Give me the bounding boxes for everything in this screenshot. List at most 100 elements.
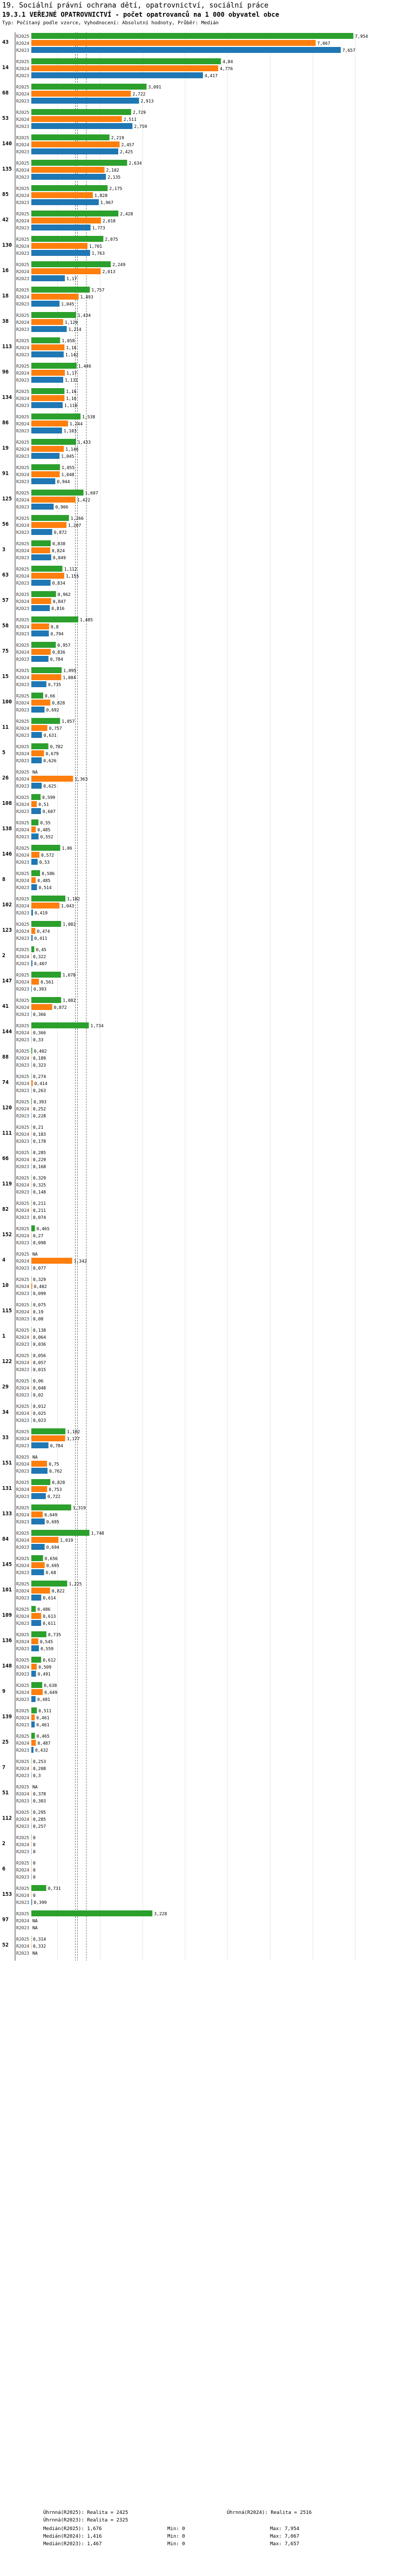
- value-label: 0,27: [33, 1233, 43, 1238]
- bar: [31, 935, 33, 941]
- value-label: 1,045: [61, 302, 74, 307]
- series-label: R2025: [16, 313, 29, 318]
- value-label: 0,838: [52, 541, 65, 546]
- series-label: R2024: [16, 777, 29, 782]
- value-label: 0,45: [36, 947, 46, 952]
- series-label: R2023: [16, 1443, 29, 1448]
- bar: [31, 192, 93, 198]
- value-label: 0,762: [49, 1469, 62, 1474]
- value-label: NA: [32, 770, 38, 775]
- chart-title: 19. Sociální právní ochrana dětí, opatro…: [2, 2, 269, 10]
- bar: [31, 783, 42, 789]
- value-label: 0,329: [33, 1176, 46, 1181]
- value-label: 0,208: [33, 1766, 46, 1771]
- bar: [31, 185, 108, 191]
- value-label: 0,638: [44, 1683, 57, 1688]
- series-label: R2023: [16, 99, 29, 104]
- bar: [31, 953, 32, 959]
- bar: [31, 1283, 32, 1289]
- bar: [31, 979, 39, 985]
- unit-label: 133: [2, 1511, 12, 1517]
- unit-label: 85: [2, 192, 9, 198]
- bar: [31, 667, 62, 673]
- value-label: 0,183: [33, 1132, 46, 1137]
- bar: [31, 1334, 32, 1340]
- series-label: R2025: [16, 922, 29, 927]
- value-label: 1,225: [69, 1582, 82, 1587]
- bar: [31, 490, 84, 496]
- unit-label: 7: [2, 1765, 5, 1771]
- series-label: R2024: [16, 269, 29, 274]
- series-label: R2025: [16, 618, 29, 622]
- series-label: R2023: [16, 352, 29, 357]
- bar: [31, 833, 39, 839]
- series-label: R2023: [16, 758, 29, 763]
- series-label: R2023: [16, 1469, 29, 1474]
- value-label: 1,244: [70, 422, 83, 426]
- bar: [31, 845, 60, 851]
- series-label: R2023: [16, 48, 29, 53]
- unit-label: 135: [2, 166, 12, 172]
- value-label: 1,485: [80, 618, 93, 622]
- series-label: R2024: [16, 1259, 29, 1264]
- unit-label: 131: [2, 1486, 12, 1492]
- series-label: R2025: [16, 1303, 29, 1307]
- value-label: 0,834: [52, 581, 65, 586]
- series-label: R2025: [16, 110, 29, 115]
- bar: [31, 377, 64, 383]
- unit-label: 153: [2, 1892, 12, 1897]
- value-label: 1,16: [66, 345, 76, 350]
- series-label: R2023: [16, 657, 29, 662]
- value-label: 0,402: [34, 1284, 47, 1289]
- value-label: 1,422: [77, 498, 90, 503]
- bar: [31, 1214, 32, 1220]
- series-label: R2023: [16, 251, 29, 256]
- value-label: 0,559: [40, 1646, 53, 1651]
- value-label: 0,828: [52, 701, 65, 706]
- value-label: 0,064: [33, 1335, 46, 1340]
- bar: [31, 1772, 32, 1778]
- value-label: 0,847: [53, 599, 66, 604]
- bar: [31, 1366, 32, 1372]
- bar: [31, 1468, 48, 1474]
- series-label: R2025: [16, 1835, 29, 1840]
- series-label: R2024: [16, 1563, 29, 1568]
- unit-label: 82: [2, 1206, 9, 1212]
- bar: [31, 1899, 32, 1905]
- legend-median-2023: Medián(R2023): 1,467: [43, 2541, 102, 2547]
- bar: [31, 1163, 32, 1169]
- value-label: 3,228: [154, 1911, 167, 1916]
- bar: [31, 997, 62, 1003]
- series-label: R2023: [16, 1215, 29, 1220]
- value-label: 0,906: [55, 505, 68, 510]
- bar: [31, 72, 203, 78]
- bar: [31, 116, 122, 122]
- bar: [31, 471, 60, 477]
- bar: [31, 910, 33, 916]
- unit-label: 84: [2, 1536, 9, 1542]
- series-label: R2023: [16, 200, 29, 205]
- series-label: R2024: [16, 1487, 29, 1492]
- series-label: R2025: [16, 973, 29, 978]
- value-label: 0,099: [33, 1291, 46, 1296]
- bar: [31, 141, 120, 147]
- series-label: R2024: [16, 1868, 29, 1873]
- series-label: R2024: [16, 41, 29, 46]
- series-label: R2023: [16, 1926, 29, 1930]
- value-label: 1,182: [67, 897, 80, 901]
- unit-label: 123: [2, 927, 12, 933]
- value-label: 0,695: [46, 1563, 59, 1568]
- series-label: R2023: [16, 961, 29, 966]
- series-label: R2023: [16, 1367, 29, 1372]
- bar: [31, 1747, 34, 1753]
- unit-label: 151: [2, 1460, 12, 1466]
- series-label: R2025: [16, 1911, 29, 1916]
- value-label: 0,332: [33, 1944, 46, 1949]
- value-label: 2,511: [124, 117, 137, 122]
- series-label: R2024: [16, 371, 29, 376]
- value-label: 0,056: [33, 1353, 46, 1358]
- value-label: 1,048: [62, 472, 75, 477]
- bar: [31, 1511, 43, 1517]
- value-label: 1,057: [62, 719, 75, 724]
- bar: [31, 1442, 49, 1448]
